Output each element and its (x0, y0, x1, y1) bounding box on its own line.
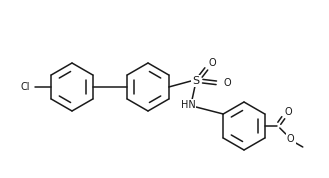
Text: O: O (208, 58, 216, 68)
Text: HN: HN (181, 100, 195, 110)
Text: O: O (285, 107, 292, 117)
Text: O: O (223, 78, 231, 88)
Text: O: O (287, 134, 294, 144)
Text: Cl: Cl (21, 82, 30, 92)
Text: S: S (192, 76, 200, 86)
